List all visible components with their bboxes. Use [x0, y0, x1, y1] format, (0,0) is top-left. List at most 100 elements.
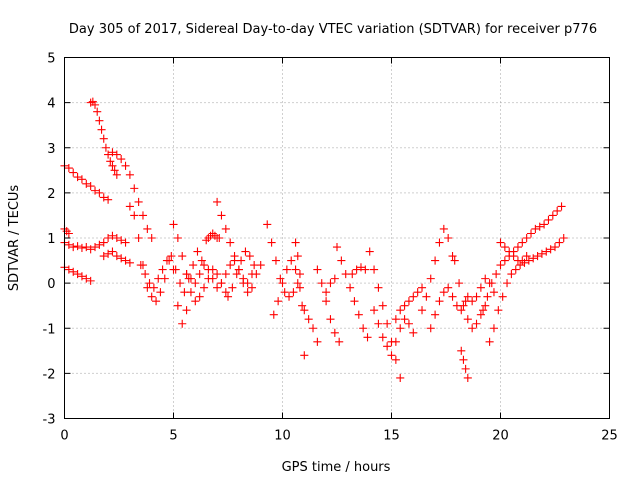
- data-point: [175, 279, 185, 288]
- series-track-q: [291, 238, 309, 360]
- data-point: [439, 224, 448, 234]
- data-point: [498, 292, 507, 301]
- data-point: [117, 254, 126, 263]
- data-point: [147, 292, 156, 301]
- series-track-t: [348, 263, 370, 279]
- data-point: [77, 272, 86, 281]
- data-point: [322, 288, 331, 297]
- data-point: [522, 252, 531, 261]
- data-point: [300, 351, 309, 360]
- data-point: [241, 247, 250, 256]
- data-point: [160, 274, 169, 283]
- data-point: [448, 292, 457, 301]
- data-point: [208, 274, 217, 283]
- data-point: [457, 306, 466, 315]
- series-track-ab: [463, 274, 499, 306]
- data-point: [217, 211, 226, 220]
- data-point: [426, 324, 435, 333]
- series-track-n: [223, 247, 259, 301]
- data-point: [178, 319, 187, 328]
- data-point: [352, 265, 361, 274]
- y-tick-label: 5: [47, 52, 55, 67]
- data-point: [378, 333, 387, 342]
- data-point: [237, 256, 246, 265]
- data-points: [60, 97, 568, 382]
- data-point: [217, 279, 226, 288]
- y-tick-label: 2: [47, 187, 55, 202]
- data-point: [300, 306, 309, 315]
- data-point: [444, 233, 453, 243]
- data-point: [518, 238, 527, 247]
- data-point: [509, 252, 518, 261]
- data-point: [121, 161, 130, 170]
- data-point: [117, 236, 126, 245]
- data-point: [304, 315, 313, 324]
- series-track-f: [108, 148, 156, 243]
- data-point: [134, 233, 143, 243]
- data-point: [374, 283, 383, 292]
- data-point: [247, 283, 257, 292]
- data-point: [472, 292, 481, 301]
- data-point: [341, 270, 350, 279]
- x-tick-label: 10: [274, 429, 291, 444]
- data-point: [535, 222, 544, 231]
- data-point: [516, 261, 525, 270]
- data-point: [178, 252, 187, 261]
- data-point: [485, 337, 494, 346]
- data-point: [232, 270, 241, 279]
- series-track-ad: [485, 233, 568, 346]
- data-point: [313, 337, 322, 346]
- data-point: [69, 267, 78, 276]
- data-point: [546, 245, 555, 254]
- series-track-b: [60, 231, 130, 254]
- data-point: [64, 229, 73, 238]
- data-point: [77, 243, 86, 252]
- data-point: [553, 206, 562, 215]
- data-point: [468, 324, 477, 333]
- data-point: [293, 252, 302, 261]
- data-point: [431, 256, 440, 265]
- data-point: [195, 292, 204, 301]
- data-point: [193, 247, 202, 256]
- data-point: [154, 274, 163, 283]
- data-point: [143, 224, 152, 234]
- data-point: [439, 288, 448, 297]
- data-point: [422, 292, 431, 301]
- data-point: [64, 164, 73, 173]
- data-point: [463, 315, 472, 324]
- data-point: [112, 233, 121, 243]
- data-point: [226, 238, 235, 247]
- data-point: [337, 256, 346, 265]
- data-point: [354, 310, 363, 319]
- data-point: [459, 301, 468, 310]
- data-point: [489, 324, 499, 333]
- data-point: [450, 256, 459, 265]
- series-track-a: [60, 161, 113, 204]
- data-point: [335, 337, 344, 346]
- data-point: [513, 242, 522, 252]
- data-point: [90, 242, 100, 252]
- data-point: [383, 342, 392, 351]
- data-point: [557, 202, 566, 211]
- data-point: [125, 202, 134, 211]
- data-point: [97, 125, 106, 134]
- data-point: [289, 288, 298, 297]
- data-point: [136, 261, 145, 270]
- series-track-o: [263, 220, 302, 301]
- data-point: [204, 265, 213, 274]
- x-tick-label: 15: [383, 429, 400, 444]
- series-track-z: [450, 256, 490, 333]
- data-point: [559, 233, 568, 243]
- data-point: [476, 283, 485, 292]
- data-point: [396, 306, 405, 315]
- data-point: [226, 261, 235, 270]
- data-point: [69, 242, 78, 252]
- data-point: [82, 274, 91, 283]
- axis-ticks: 0 5 10 15 20 25 -3 -2 -1 0 1 2 3 4 5: [43, 52, 618, 444]
- series-track-h: [125, 202, 191, 328]
- data-point: [95, 188, 104, 197]
- data-point: [540, 220, 549, 229]
- x-axis-label: GPS time / hours: [282, 460, 391, 475]
- data-point: [69, 168, 78, 177]
